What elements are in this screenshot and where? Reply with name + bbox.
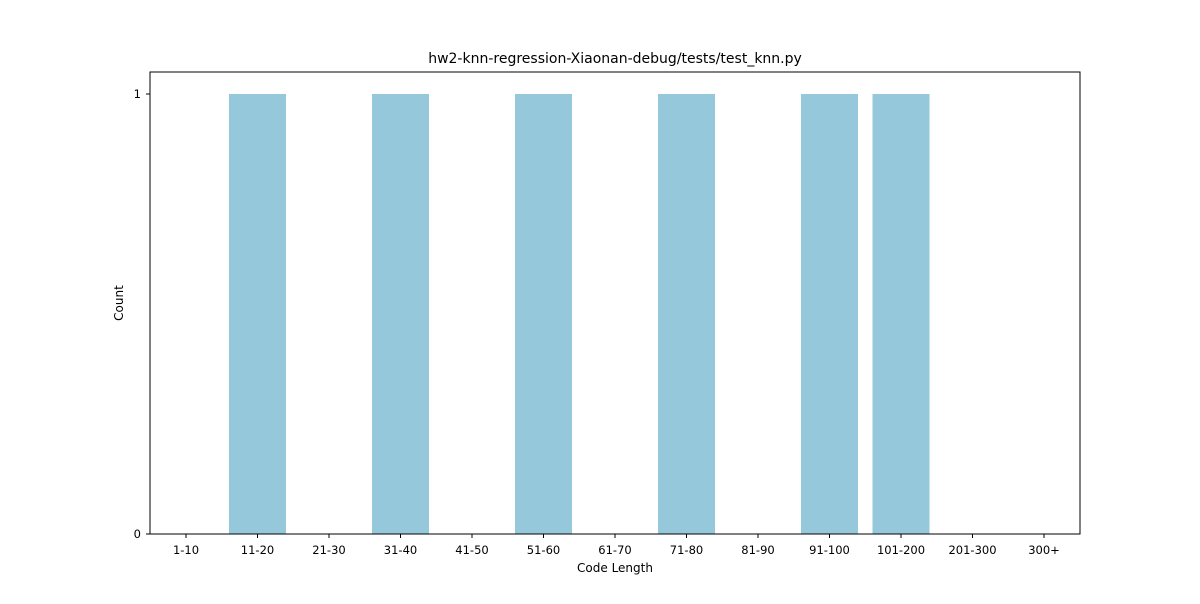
x-axis: 1-10 11-20 21-30 31-40 41-50 51-60 61-70 71-80 8…	[173, 534, 1060, 557]
x-tick-label: 201-300	[948, 543, 996, 557]
bars	[229, 94, 930, 534]
y-axis: 01	[134, 87, 150, 541]
bar-91-100	[801, 94, 858, 534]
bar-51-60	[515, 94, 572, 534]
bar-11-20	[229, 94, 286, 534]
chart-title: hw2-knn-regression-Xiaonan-debug/tests/t…	[428, 51, 802, 67]
x-tick-label: 21-30	[312, 543, 345, 557]
y-tick-label: 1	[134, 87, 141, 101]
x-axis-label: Code Length	[577, 561, 653, 575]
x-tick-label: 91-100	[809, 543, 850, 557]
x-tick-label: 51-60	[527, 543, 560, 557]
y-axis-label: Count	[112, 285, 126, 321]
x-tick-label: 61-70	[598, 543, 631, 557]
x-tick-label: 81-90	[741, 543, 774, 557]
plot-frame	[149, 71, 1081, 535]
x-tick-label: 71-80	[670, 543, 703, 557]
bar-31-40	[372, 94, 429, 534]
bar-71-80	[658, 94, 715, 534]
x-tick-label: 31-40	[384, 543, 417, 557]
x-tick-label: 41-50	[455, 543, 488, 557]
x-tick-label: 1-10	[173, 543, 199, 557]
x-tick-label: 300+	[1028, 543, 1060, 557]
x-tick-label: 101-200	[877, 543, 925, 557]
y-tick-label: 0	[134, 527, 141, 541]
bar-101-200	[872, 94, 930, 534]
x-tick-label: 11-20	[241, 543, 274, 557]
